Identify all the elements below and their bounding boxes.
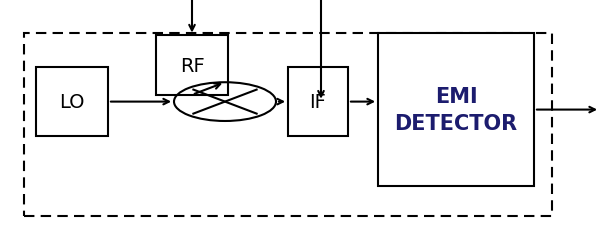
Bar <box>36 68 108 136</box>
Text: EMI
DETECTOR: EMI DETECTOR <box>394 87 518 133</box>
Bar <box>288 68 348 136</box>
Text: IF: IF <box>310 93 326 112</box>
Bar <box>24 34 552 216</box>
Bar <box>378 34 534 186</box>
Text: LO: LO <box>59 93 85 112</box>
Bar <box>156 36 228 95</box>
Text: RF: RF <box>179 56 205 75</box>
